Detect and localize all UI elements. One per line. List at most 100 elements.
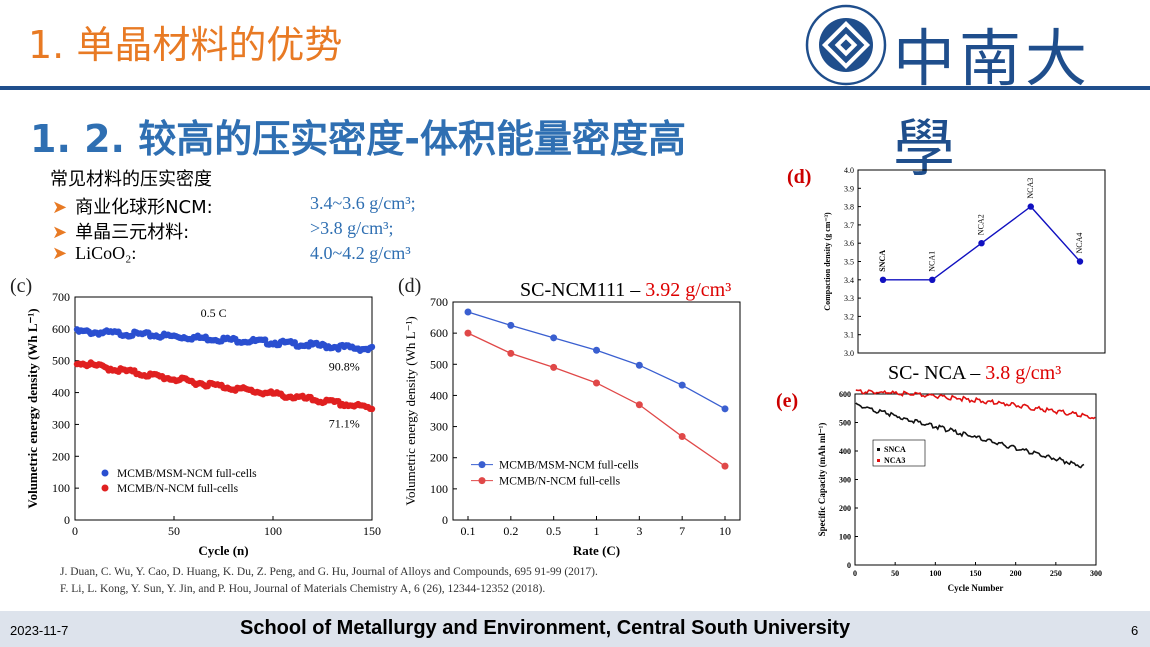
y-tick-label: 700	[430, 295, 448, 309]
slide-subtitle: 1. 2. 较高的压实密度-体积能量密度高	[30, 117, 686, 161]
legend-label: MCMB/MSM-NCM full-cells	[117, 468, 257, 480]
point-label: SNCA	[878, 250, 887, 272]
data-point	[464, 308, 472, 316]
data-point	[635, 361, 643, 369]
point-label: NCA4	[1075, 233, 1084, 254]
x-tick-label: 3	[636, 524, 642, 538]
list-item: ➤ 商业化球形NCM: 3.4~3.6 g/cm³;	[52, 193, 416, 219]
legend-marker	[877, 448, 880, 451]
x-tick-label: 250	[1050, 569, 1062, 578]
figure-d-right-label: (d)	[787, 166, 812, 188]
university-seal-icon	[805, 4, 887, 86]
legend-marker	[478, 477, 486, 485]
y-tick-label: 500	[430, 357, 448, 371]
x-tick-label: 0	[853, 569, 857, 578]
y-tick-label: 300	[430, 420, 448, 434]
chart-d-left: 0 100 200 300 400 500 600 700 0.1 0.2 0.5 1 3 7 10 Rate…	[403, 295, 741, 558]
y-tick-label: 100	[430, 482, 448, 496]
data-point	[368, 405, 376, 413]
list-item-value: >3.8 g/cm³;	[310, 218, 394, 238]
list-item: ➤ LiCoO₂: 4.0~4.2 g/cm³	[52, 243, 411, 264]
legend-label: NCA3	[884, 456, 905, 465]
y-tick-label: 3.2	[844, 312, 854, 321]
footer-date: 2023-11-7	[10, 623, 69, 638]
y-tick-label: 100	[839, 533, 851, 542]
figure-d-left-title: SC-NCM111 – 3.92 g/cm³	[520, 279, 731, 302]
list-item-value: 4.0~4.2 g/cm³	[310, 243, 411, 263]
annotation-retention-2: 71.1%	[329, 417, 360, 431]
data-point	[550, 334, 558, 342]
data-point	[721, 462, 729, 470]
x-tick-label: 0.1	[461, 524, 476, 538]
slide-title: 1. 单晶材料的优势	[28, 23, 343, 67]
x-tick-label: 0.2	[503, 524, 518, 538]
legend-marker	[478, 461, 486, 469]
y-tick-label: 300	[839, 476, 851, 485]
list-item: ➤ 单晶三元材料: >3.8 g/cm³;	[52, 218, 394, 244]
data-point	[464, 329, 472, 337]
y-tick-label: 200	[839, 504, 851, 513]
plot-frame	[857, 169, 1106, 354]
data-point	[929, 276, 936, 283]
chart-c: 0 100 200 300 400 500 600 700 0 50 100 150 Cycle (n)…	[25, 290, 381, 558]
y-tick-label: 3.1	[844, 331, 854, 340]
legend-label: MCMB/MSM-NCM full-cells	[499, 460, 639, 472]
data-point	[1027, 203, 1034, 210]
y-tick-label: 500	[839, 419, 851, 428]
x-tick-label: 7	[679, 524, 685, 538]
chart-e: 0 100 200 300 400 500 600 0 50 100 150 200 250 300 Cyc…	[817, 389, 1102, 593]
y-tick-label: 0	[442, 513, 448, 527]
arrow-bullet-icon: ➤	[52, 222, 68, 242]
y-tick-label: 500	[52, 354, 70, 368]
list-heading: 常见材料的压实密度	[50, 169, 212, 190]
y-tick-label: 200	[430, 451, 448, 465]
data-point	[678, 433, 686, 441]
data-point	[550, 363, 558, 371]
x-axis-label: Cycle Number	[948, 583, 1004, 593]
point-label: NCA1	[927, 251, 936, 272]
y-tick-label: 4.0	[844, 166, 854, 175]
figure-d-left-title-prefix: SC-NCM111 –	[520, 279, 646, 301]
y-tick-label: 3.3	[844, 294, 854, 303]
x-tick-label: 10	[719, 524, 731, 538]
y-axis-label: Compaction density (g cm⁻³)	[823, 212, 832, 311]
x-tick-label: 50	[891, 569, 899, 578]
data-point	[678, 381, 686, 389]
series-line	[855, 402, 1085, 469]
figure-d-right-caption-prefix: SC- NCA –	[888, 362, 986, 384]
chart-d-right: 3.0 3.1 3.2 3.3 3.4 3.5 3.6 3.7 3.8 3.9 4.0 Compact…	[823, 166, 1106, 358]
page-number: 6	[1131, 623, 1139, 638]
footer-bar	[0, 611, 1150, 647]
legend-label: MCMB/N-NCM full-cells	[499, 476, 621, 488]
plot-frame	[854, 393, 1097, 566]
point-label: NCA3	[1026, 178, 1035, 199]
list-item-name: 商业化球形NCM:	[75, 197, 213, 218]
x-tick-label: 150	[363, 524, 381, 538]
x-tick-label: 100	[264, 524, 282, 538]
y-tick-label: 400	[52, 386, 70, 400]
legend-box	[872, 439, 926, 467]
y-tick-label: 300	[52, 417, 70, 431]
y-tick-label: 3.9	[844, 184, 854, 193]
data-point	[1076, 258, 1084, 265]
data-point	[879, 276, 887, 283]
data-point	[507, 349, 515, 357]
reference-2: F. Li, L. Kong, Y. Sun, Y. Jin, and P. H…	[60, 583, 546, 595]
university-name: 中南大學	[893, 22, 1092, 185]
legend-marker	[101, 484, 109, 492]
series-line	[467, 311, 726, 410]
x-tick-label: 0.5	[546, 524, 561, 538]
figure-e-label: (e)	[776, 390, 799, 412]
figure-d-right-caption-value: 3.8 g/cm³	[985, 362, 1062, 384]
x-tick-label: 100	[929, 569, 941, 578]
list-item-name: LiCoO₂:	[75, 243, 137, 263]
x-tick-label: 150	[970, 569, 982, 578]
y-tick-label: 3.6	[844, 239, 854, 248]
header-rule	[0, 86, 1150, 90]
y-tick-label: 600	[52, 322, 70, 336]
legend-label: SNCA	[884, 445, 906, 454]
data-point	[593, 379, 600, 387]
y-tick-label: 3.4	[844, 276, 854, 285]
figure-d-left-title-value: 3.92 g/cm³	[645, 279, 732, 301]
legend-label: MCMB/N-NCM full-cells	[117, 483, 239, 495]
